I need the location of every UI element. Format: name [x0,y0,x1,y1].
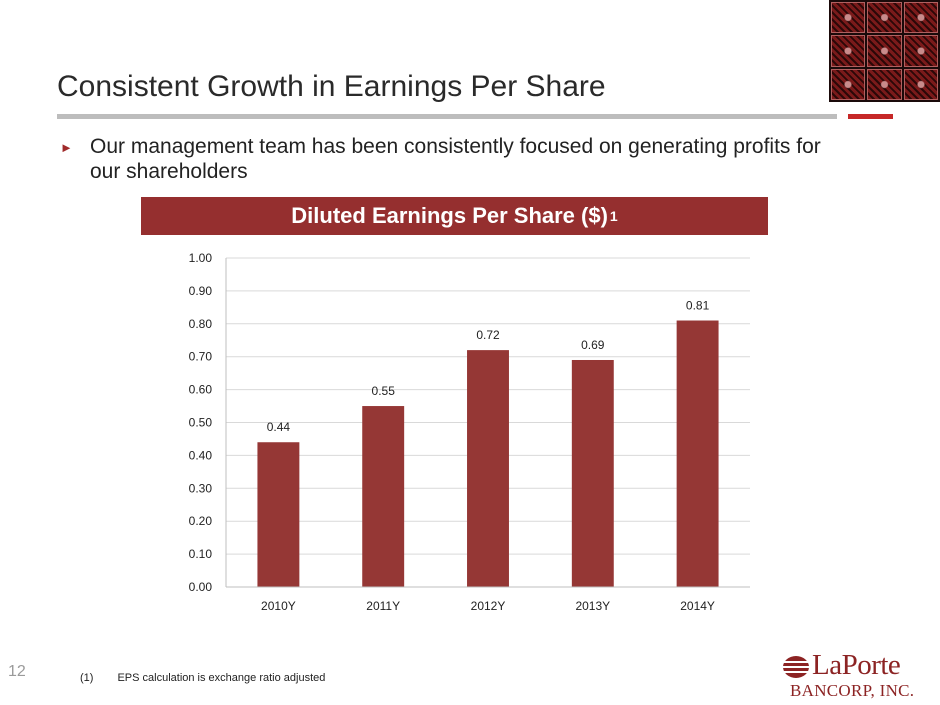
y-tick-label: 0.30 [189,481,213,495]
decorative-pattern [829,0,940,102]
y-tick-label: 0.20 [189,514,213,528]
pattern-tile [867,35,902,67]
title-divider-accent [848,114,893,119]
y-tick-label: 0.80 [189,317,213,331]
pattern-tile [867,68,902,100]
pattern-tile [903,35,938,67]
bullet-point: ► Our management team has been consisten… [60,134,830,184]
data-label: 0.55 [372,384,396,398]
bar [467,350,509,587]
footnote-marker: 1 [609,208,618,224]
eps-bar-chart: 0.00 0.10 0.20 0.30 0.40 0.50 0.60 0.70 0.80 0.90… [189,251,750,613]
pattern-tile [903,68,938,100]
chart-title-banner: Diluted Earnings Per Share ($) 1 [141,197,768,235]
y-tick-label: 0.40 [189,448,213,462]
y-tick-label: 0.50 [189,416,213,430]
bullet-text: Our management team has been consistentl… [90,135,821,183]
data-label: 0.72 [476,328,500,342]
slide-number: 12 [8,663,26,680]
logo-subtitle: BANCORP, INC. [790,681,915,700]
pattern-tile [831,2,866,34]
y-tick-label: 0.10 [189,547,213,561]
bar [362,406,405,587]
pattern-tile [867,2,902,34]
y-tick-label: 0.00 [189,580,213,594]
x-tick-label: 2011Y [366,599,400,613]
data-label: 0.81 [686,299,710,313]
data-label: 0.44 [267,420,291,434]
x-tick-label: 2010Y [261,599,296,613]
footnote: (1) EPS calculation is exchange ratio adj… [80,672,325,684]
slide-title: Consistent Growth in Earnings Per Share [57,70,606,103]
bar [676,320,719,587]
bar [257,442,300,587]
x-tick-label: 2014Y [680,599,715,613]
title-divider [57,114,837,119]
y-tick-label: 1.00 [189,251,213,265]
pattern-tile [831,68,866,100]
logo-name: LaPorte [812,649,901,681]
y-tick-label: 0.60 [189,383,213,397]
bar [571,359,614,587]
data-label: 0.69 [581,338,605,352]
x-tick-label: 2012Y [471,599,506,613]
y-tick-label: 0.90 [189,284,213,298]
x-tick-label: 2013Y [575,599,610,613]
triangle-bullet-icon: ► [60,140,73,155]
footnote-number: (1) [80,672,94,684]
pattern-tile [903,2,938,34]
pattern-tile [831,35,866,67]
logo-stripes-icon [782,656,812,678]
company-logo: LaPorte BANCORP, INC. [780,649,938,700]
footnote-text: EPS calculation is exchange ratio adjust… [117,672,326,684]
chart-title: Diluted Earnings Per Share ($) [291,203,608,228]
y-tick-label: 0.70 [189,350,213,364]
